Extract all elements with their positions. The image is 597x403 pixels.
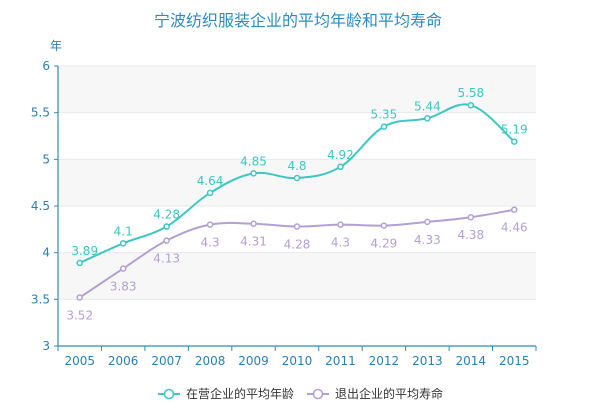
data-point [76, 294, 83, 301]
y-tick-label: 3.5 [31, 292, 50, 306]
data-point [76, 259, 83, 267]
x-tick-label: 2013 [412, 354, 443, 368]
x-tick-label: 2005 [64, 354, 95, 368]
plot-band [58, 252, 536, 300]
x-tick-label: 2006 [108, 354, 139, 368]
data-point [119, 240, 127, 247]
data-point [337, 163, 344, 171]
y-tick-label: 4 [42, 246, 50, 260]
data-point [250, 220, 257, 227]
x-tick-label: 2015 [499, 354, 530, 368]
y-tick-label: 5 [42, 152, 50, 166]
gridlines [58, 65, 536, 300]
data-point [467, 213, 475, 221]
legend[interactable]: 在营企业的平均年龄 退出企业的平均寿命 [158, 386, 443, 401]
data-point [206, 189, 214, 197]
data-point [380, 222, 388, 229]
data-label: 3.89 [71, 244, 98, 258]
data-point [511, 138, 518, 145]
x-tick-label: 2010 [282, 354, 313, 368]
legend-swatch-marker [163, 388, 175, 400]
data-point [511, 206, 518, 213]
x-tick-label: 2012 [369, 354, 400, 368]
data-label: 3.52 [66, 308, 93, 322]
y-tick-label: 6 [42, 59, 50, 73]
data-label: 4.92 [327, 148, 354, 162]
data-label: 4.3 [201, 236, 220, 250]
y-tick-label: 4.5 [31, 199, 50, 213]
x-tick-label: 2014 [456, 354, 487, 368]
x-tick-label: 2011 [325, 354, 356, 368]
data-label: 4.3 [331, 236, 350, 250]
y-tick-label: 3 [42, 339, 50, 353]
data-label: 4.31 [240, 235, 267, 249]
data-point [467, 101, 475, 109]
data-label: 4.64 [197, 174, 224, 188]
data-point [337, 221, 344, 228]
data-label: 4.28 [284, 238, 311, 252]
y-axis-ticks: 3 3.5 4 4.5 5 5.5 6 [31, 59, 58, 353]
legend-label: 退出企业的平均寿命 [335, 386, 443, 401]
data-label: 5.58 [457, 86, 484, 100]
data-point [163, 223, 170, 230]
data-label: 3.83 [110, 280, 137, 294]
data-point [119, 265, 127, 272]
data-point [163, 237, 170, 244]
data-label: 4.28 [153, 208, 180, 222]
data-label: 5.44 [414, 99, 441, 113]
legend-label: 在营企业的平均年龄 [186, 386, 294, 401]
data-label: 4.33 [414, 233, 441, 247]
data-point [380, 123, 388, 130]
data-label: 4.38 [457, 228, 484, 242]
legend-swatch-marker [312, 388, 324, 400]
x-axis-ticks: 2005 2006 2007 2008 2009 2010 2011 2012 2013 2014… [57, 346, 537, 368]
plot-background [58, 66, 536, 300]
data-point [206, 221, 214, 228]
plot-band [58, 159, 536, 206]
y-tick-label: 5.5 [31, 106, 50, 120]
data-label: 5.19 [501, 123, 528, 137]
data-point [293, 174, 301, 182]
data-label: 4.13 [153, 252, 180, 266]
data-label: 5.35 [371, 108, 398, 122]
data-label: 4.1 [114, 224, 133, 238]
chart-title: 宁波纺织服装企业的平均年龄和平均寿命 [154, 11, 442, 30]
series-2: 3.52 3.83 4.13 4.3 4.31 4.28 4.3 4.29 4.33 4.38 4.… [66, 206, 528, 322]
data-label: 4.8 [287, 159, 306, 173]
data-label: 4.29 [371, 237, 398, 251]
data-point [293, 223, 301, 230]
y-axis-unit: 年 [50, 39, 62, 53]
data-label: 4.85 [240, 154, 267, 168]
series-1: 3.89 4.1 4.28 4.64 4.85 4.8 4.92 5.35 5.44 5.58 5.… [71, 86, 528, 267]
data-point [424, 115, 431, 122]
series-lines: 3.89 4.1 4.28 4.64 4.85 4.8 4.92 5.35 5.44 5.58 5.… [66, 86, 527, 322]
data-point [424, 218, 431, 226]
legend-item-2[interactable]: 退出企业的平均寿命 [307, 386, 443, 401]
x-tick-label: 2007 [151, 354, 182, 368]
legend-item-1[interactable]: 在营企业的平均年龄 [158, 386, 294, 401]
data-label: 4.46 [501, 221, 528, 235]
data-point [250, 170, 257, 177]
x-tick-label: 2008 [195, 354, 226, 368]
x-tick-label: 2009 [238, 354, 269, 368]
